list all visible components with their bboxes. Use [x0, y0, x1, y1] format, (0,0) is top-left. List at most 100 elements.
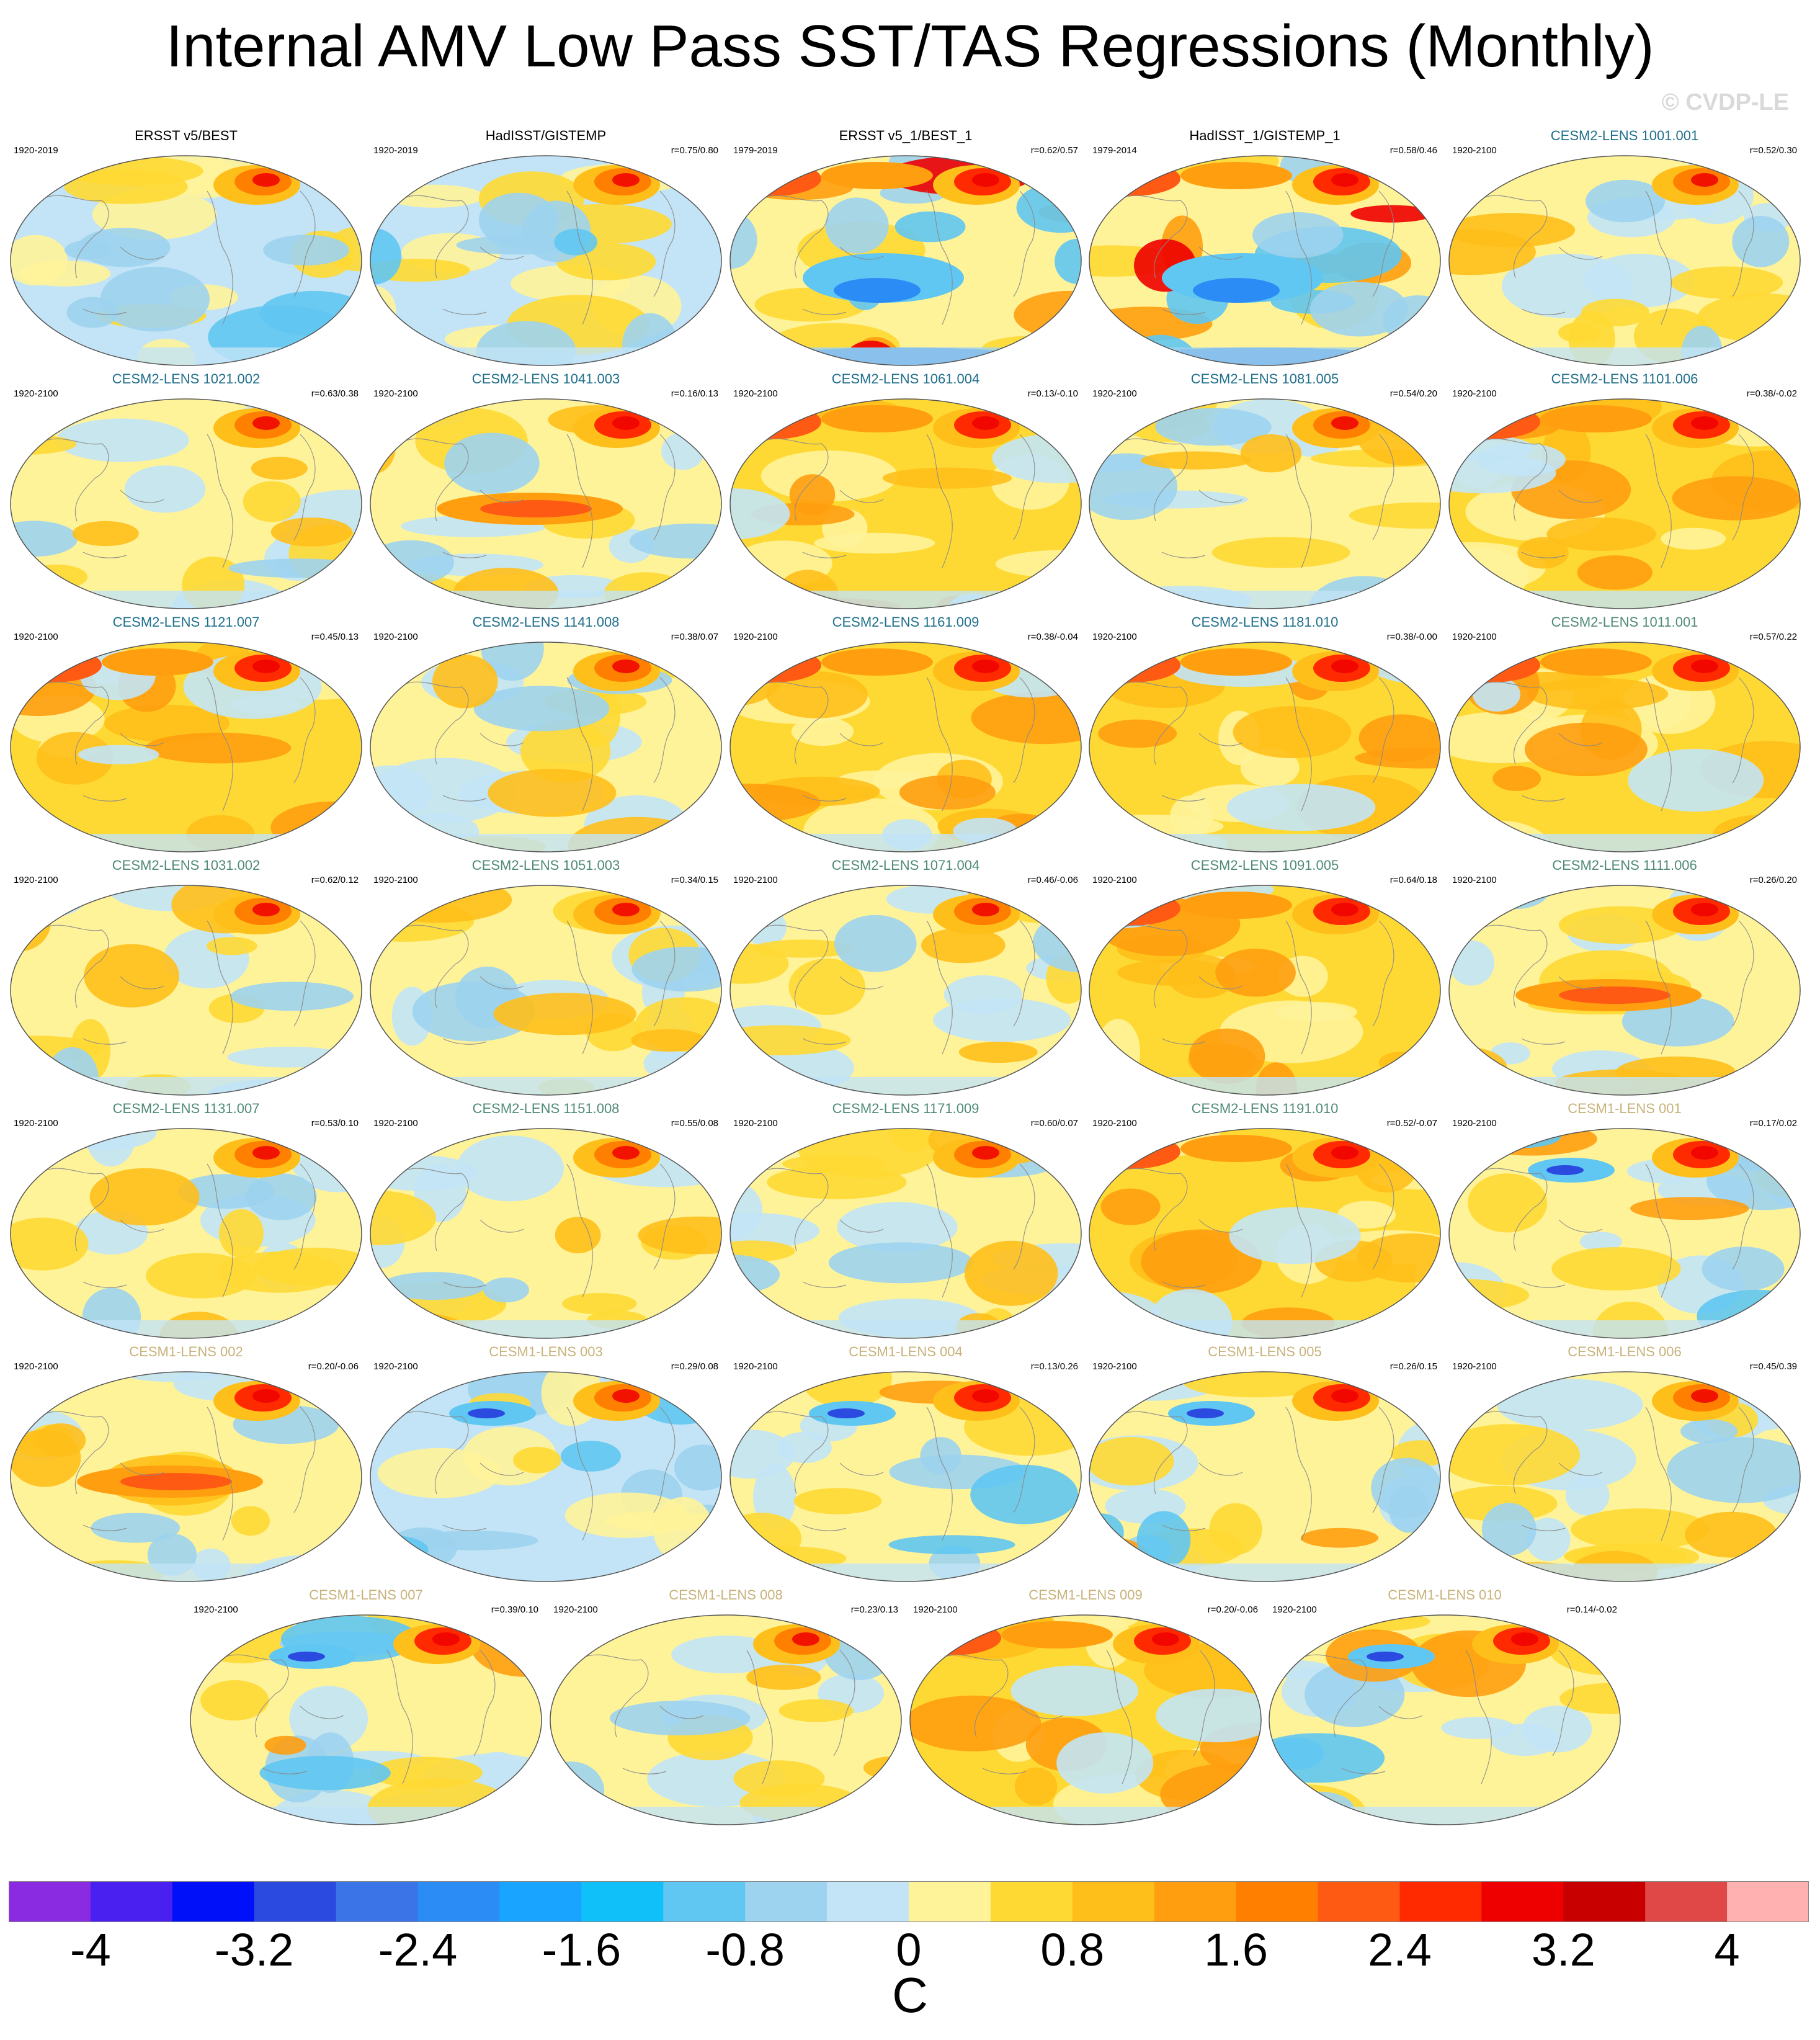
map-panel: CESM2-LENS 1121.007 1920-2100 r=0.45/0.13	[9, 611, 364, 854]
panel-title: CESM2-LENS 1071.004	[831, 857, 980, 873]
map-panel: ERSST v5/BEST 1920-2019	[9, 124, 364, 367]
panel-correlation: r=0.53/0.10	[311, 1118, 359, 1129]
colorbar-swatch	[1236, 1881, 1319, 1922]
panel-title: CESM1-LENS 007	[309, 1587, 423, 1603]
map-panel: CESM1-LENS 010 1920-2100 r=0.14/-0.02	[1267, 1583, 1622, 1827]
panel-correlation: r=0.60/0.07	[1030, 1118, 1078, 1129]
panel-title: CESM2-LENS 1001.001	[1550, 128, 1699, 143]
map-panel: ERSST v5_1/BEST_1 1979-2019 r=0.62/0.57	[728, 124, 1083, 367]
colorbar-tick-label: 4	[1714, 1924, 1740, 1975]
colorbar-swatch	[499, 1881, 582, 1922]
panel-title: CESM1-LENS 010	[1388, 1587, 1502, 1603]
panel-period: 1920-2100	[373, 632, 418, 642]
global-map	[10, 885, 362, 1096]
panel-correlation: r=0.23/0.13	[850, 1604, 898, 1615]
colorbar-swatch	[172, 1881, 255, 1922]
global-map	[10, 1128, 362, 1339]
map-panel: CESM1-LENS 009 1920-2100 r=0.20/-0.06	[908, 1583, 1263, 1827]
panel-period: 1920-2100	[14, 1361, 58, 1372]
panel-title: CESM1-LENS 001	[1568, 1101, 1682, 1116]
panel-correlation: r=0.38/0.07	[671, 632, 718, 642]
global-map	[370, 1371, 722, 1582]
colorbar-swatch	[417, 1881, 500, 1922]
panel-correlation: r=0.52/-0.07	[1386, 1118, 1437, 1129]
colorbar-tick-label: -4	[69, 1924, 111, 1975]
panel-title: HadISST/GISTEMP	[485, 128, 607, 143]
global-map	[1089, 1128, 1441, 1339]
global-map	[370, 155, 722, 366]
panel-period: 1920-2100	[1092, 1361, 1137, 1372]
global-map	[10, 642, 362, 852]
panel-correlation: r=0.63/0.38	[311, 388, 359, 399]
colorbar-swatch	[9, 1881, 91, 1922]
colorbar-swatch	[1399, 1881, 1482, 1922]
panel-period: 1979-2014	[1092, 145, 1137, 156]
global-map	[1089, 398, 1441, 609]
panel-period: 1920-2100	[733, 388, 778, 399]
panel-period: 1920-2100	[373, 388, 418, 399]
panel-correlation: r=0.54/0.20	[1390, 388, 1437, 399]
map-panel: CESM2-LENS 1101.006 1920-2100 r=0.38/-0.02	[1447, 367, 1802, 611]
colorbar-tick-label: 0.8	[1040, 1924, 1105, 1975]
map-panel: CESM1-LENS 007 1920-2100 r=0.39/0.10	[189, 1583, 543, 1827]
map-panel: CESM1-LENS 006 1920-2100 r=0.45/0.39	[1447, 1340, 1802, 1583]
colorbar-tick-labels: -4 -3.2 -2.4 -1.6 -0.8 0 0.8 1.6 2.4 3.2 4	[0, 1922, 1820, 1984]
colorbar-swatch	[745, 1881, 827, 1922]
colorbar-swatch	[827, 1881, 909, 1922]
map-panel: CESM2-LENS 1161.009 1920-2100 r=0.38/-0.04	[728, 611, 1083, 854]
panel-title: CESM1-LENS 002	[129, 1344, 243, 1359]
panel-title: CESM2-LENS 1171.009	[832, 1101, 979, 1116]
panel-title: CESM2-LENS 1101.006	[1551, 371, 1698, 387]
panel-period: 1979-2019	[733, 145, 778, 156]
panel-correlation: r=0.13/0.26	[1030, 1361, 1078, 1372]
global-map	[729, 398, 1082, 609]
panel-correlation: r=0.13/-0.10	[1027, 388, 1078, 399]
map-panel: HadISST_1/GISTEMP_1 1979-2014 r=0.58/0.46	[1087, 124, 1442, 367]
map-panel: CESM2-LENS 1081.005 1920-2100 r=0.54/0.20	[1087, 367, 1442, 611]
panel-correlation: r=0.20/-0.06	[1207, 1604, 1258, 1615]
global-map	[729, 885, 1082, 1096]
global-map	[1448, 398, 1801, 609]
colorbar	[9, 1881, 1809, 1922]
global-map	[10, 155, 362, 366]
panel-correlation: r=0.58/0.46	[1390, 145, 1437, 156]
colorbar-tick-label: 1.6	[1204, 1924, 1269, 1975]
colorbar-tick-label: -2.4	[378, 1924, 458, 1975]
global-map	[1089, 155, 1441, 366]
panel-correlation: r=0.45/0.39	[1749, 1361, 1797, 1372]
global-map	[370, 885, 722, 1096]
colorbar-swatch	[1072, 1881, 1155, 1922]
panel-title: CESM1-LENS 005	[1208, 1344, 1322, 1359]
panel-correlation: r=0.20/-0.06	[308, 1361, 359, 1372]
map-panel: CESM2-LENS 1031.002 1920-2100 r=0.62/0.12	[9, 854, 364, 1097]
global-map	[1089, 642, 1441, 852]
panel-correlation: r=0.39/0.10	[491, 1604, 538, 1615]
panel-correlation: r=0.75/0.80	[671, 145, 718, 156]
panel-period: 1920-2100	[1452, 388, 1497, 399]
panel-period: 1920-2100	[373, 875, 418, 885]
colorbar-swatch	[581, 1881, 664, 1922]
colorbar-tick-label: 3.2	[1531, 1924, 1595, 1975]
panel-title: CESM2-LENS 1081.005	[1190, 371, 1339, 387]
colorbar-swatch	[909, 1881, 991, 1922]
panel-title: CESM2-LENS 1131.007	[112, 1101, 260, 1116]
panel-period: 1920-2100	[1452, 1361, 1497, 1372]
panel-title: CESM2-LENS 1191.010	[1191, 1101, 1339, 1116]
panel-title: CESM2-LENS 1031.002	[112, 857, 261, 873]
colorbar-swatch	[990, 1881, 1073, 1922]
panel-period: 1920-2100	[733, 632, 778, 642]
map-panel: CESM2-LENS 1041.003 1920-2100 r=0.16/0.13	[368, 367, 723, 611]
panel-title: CESM2-LENS 1061.004	[831, 371, 980, 387]
panel-title: CESM2-LENS 1041.003	[471, 371, 620, 387]
colorbar-swatch	[1645, 1881, 1728, 1922]
global-map	[190, 1614, 542, 1825]
global-map	[10, 398, 362, 609]
global-map	[370, 642, 722, 852]
panel-title: CESM1-LENS 009	[1028, 1587, 1143, 1603]
panel-title: CESM2-LENS 1151.008	[472, 1101, 620, 1116]
map-panel: CESM2-LENS 1011.001 1920-2100 r=0.57/0.22	[1447, 611, 1802, 854]
colorbar-unit-label: C	[892, 1967, 928, 2023]
map-panel: CESM1-LENS 004 1920-2100 r=0.13/0.26	[728, 1340, 1083, 1583]
panel-period: 1920-2100	[1092, 875, 1137, 885]
panel-correlation: r=0.17/0.02	[1749, 1118, 1797, 1129]
